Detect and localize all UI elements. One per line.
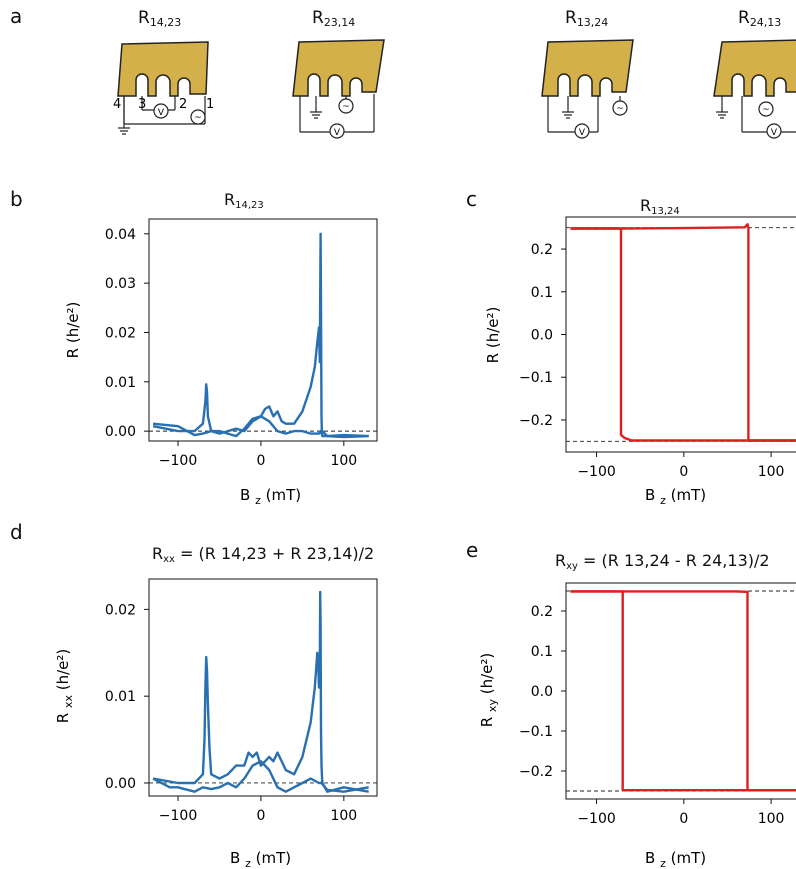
x-axis-label: B z (mT) (645, 486, 706, 507)
schematic-device-3: V ~ (541, 39, 634, 139)
x-tick-label: 100 (758, 464, 785, 480)
panel-letter-a: a (10, 4, 23, 28)
chart-b: −100 0 100 0.00 0.01 0.02 0.03 0.04 R (h/e²) B z … (64, 218, 378, 507)
y-tick-label: 0.03 (105, 276, 136, 292)
schematic-device-4: V ~ (713, 39, 796, 139)
svg-text:~: ~ (342, 102, 350, 112)
x-tick-label: −100 (159, 808, 197, 824)
svg-text:~: ~ (616, 104, 624, 114)
panel-letter-c: c (466, 187, 477, 211)
sample-shape (117, 41, 209, 97)
x-tick-label: 0 (256, 808, 265, 824)
x-axis-label: B z (mT) (645, 849, 706, 869)
sample-shape (292, 39, 385, 97)
current-source-icon (612, 100, 628, 116)
y-tick-label: 0.00 (105, 776, 136, 792)
pin-label-3: 3 (138, 97, 146, 112)
x-tick-label: 100 (330, 808, 357, 824)
x-tick-label: 100 (330, 453, 357, 469)
current-source-icon (758, 101, 774, 117)
series-line-2 (152, 415, 369, 439)
voltmeter-icon (766, 123, 782, 139)
plot-frame (148, 578, 378, 797)
x-tick-label: 0 (679, 811, 688, 827)
y-tick-label: 0.04 (105, 227, 136, 243)
schematic-title-2: R23,14 (312, 8, 356, 29)
x-tick-label: 0 (256, 453, 265, 469)
plot-frame (565, 216, 796, 453)
y-tick-label: 0.2 (531, 242, 553, 258)
y-tick-label: 0.1 (531, 285, 553, 301)
y-tick-label: 0.00 (105, 424, 136, 440)
plot-title-c: R13,24 (640, 196, 680, 217)
voltmeter-icon (153, 103, 169, 119)
panel-letter-d: d (10, 520, 23, 544)
y-tick-label: 0.02 (105, 602, 136, 618)
sample-shape (713, 39, 796, 97)
chart-e: −100 0 100 −0.2 −0.1 0.0 0.1 0.2 R xy (h/e²) B z … (478, 582, 796, 869)
schematic-title-4: R24,13 (738, 8, 782, 29)
y-axis-label: R xy (h/e²) (478, 653, 499, 728)
schematic-title-1: R14,23 (138, 8, 182, 29)
series-line-1 (570, 227, 796, 442)
series-line-2 (570, 590, 796, 792)
pin-label-4: 4 (113, 97, 121, 112)
plot-title-b: R14,23 (224, 190, 264, 211)
x-tick-label: 0 (679, 464, 688, 480)
svg-text:V: V (579, 128, 586, 138)
series-line-2 (152, 760, 369, 793)
x-tick-label: 100 (758, 811, 785, 827)
plot-title-e: Rxy = (R 13,24 - R 24,13)/2 (555, 551, 770, 572)
y-tick-label: −0.1 (519, 724, 553, 740)
schematic-title-3: R13,24 (565, 8, 609, 29)
voltmeter-icon (329, 123, 345, 139)
svg-text:V: V (334, 128, 341, 138)
x-tick-label: −100 (577, 811, 615, 827)
y-axis-label: R (h/e²) (64, 302, 82, 359)
y-tick-label: 0.01 (105, 689, 136, 705)
y-tick-label: −0.2 (519, 764, 553, 780)
schematic-device-1: ~ V 4 3 2 1 (113, 41, 214, 135)
y-tick-label: −0.2 (519, 413, 553, 429)
svg-text:~: ~ (194, 113, 202, 123)
y-tick-label: −0.1 (519, 370, 553, 386)
svg-text:V: V (771, 128, 778, 138)
y-tick-label: 0.01 (105, 375, 136, 391)
voltmeter-icon (574, 123, 590, 139)
y-axis-label: R (h/e²) (484, 307, 502, 364)
y-tick-label: 0.02 (105, 325, 136, 341)
y-tick-label: 0.1 (531, 644, 553, 660)
pin-label-1: 1 (206, 97, 214, 112)
y-axis-label: R xx (h/e²) (54, 649, 75, 724)
panel-letter-b: b (10, 187, 23, 211)
y-tick-label: 0.0 (531, 328, 553, 344)
x-axis-label: B z (mT) (230, 849, 291, 869)
current-source-icon (338, 98, 354, 114)
schematic-device-2: V ~ (292, 39, 385, 139)
plot-frame (148, 218, 378, 442)
svg-text:~: ~ (762, 105, 770, 115)
series-line-2 (570, 223, 796, 442)
svg-text:V: V (158, 108, 165, 118)
plot-frame (565, 582, 796, 800)
x-axis-label: B z (mT) (240, 486, 301, 507)
series-line-1 (152, 590, 369, 793)
series-line-1 (570, 590, 796, 792)
y-tick-label: 0.2 (531, 604, 553, 620)
x-tick-label: −100 (577, 464, 615, 480)
chart-c: −100 0 100 −0.2 −0.1 0.0 0.1 0.2 R (h/e²) B z (mT… (484, 216, 796, 507)
panel-letter-e: e (466, 538, 479, 562)
series-line-1 (152, 232, 369, 438)
chart-d: −100 0 100 0.00 0.01 0.02 R xx (h/e²) B z (mT) (54, 578, 378, 869)
pin-label-2: 2 (179, 97, 187, 112)
sample-shape (541, 39, 634, 97)
current-source-icon (190, 109, 206, 125)
y-tick-label: 0.0 (531, 684, 553, 700)
plot-title-d: Rxx = (R 14,23 + R 23,14)/2 (152, 544, 375, 565)
x-tick-label: −100 (159, 453, 197, 469)
